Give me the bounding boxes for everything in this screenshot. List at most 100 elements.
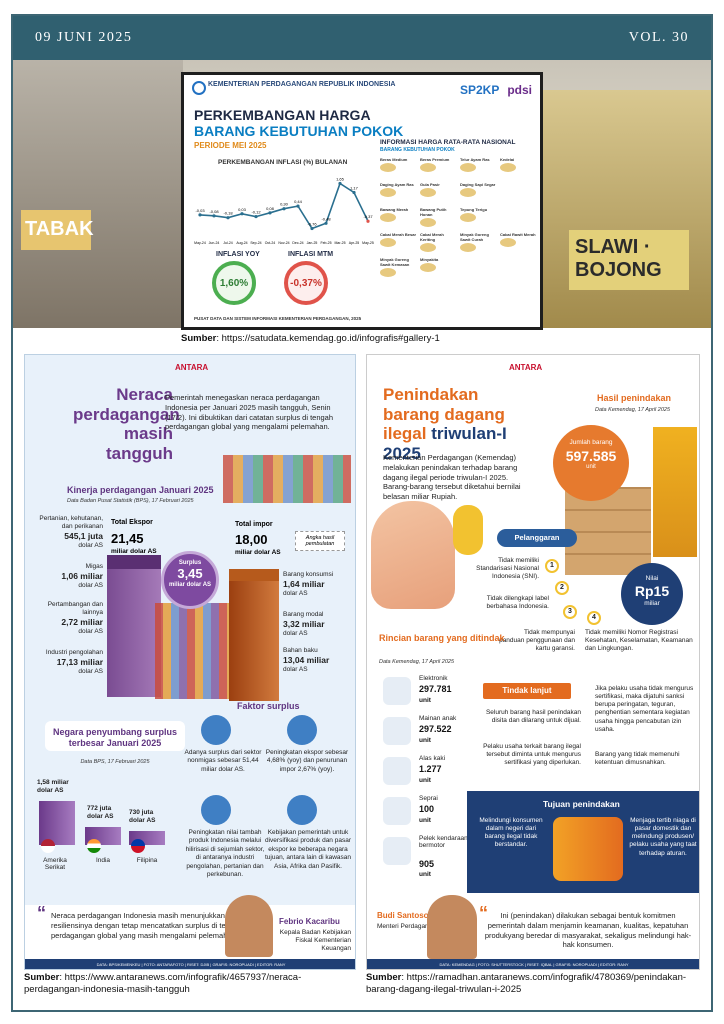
commodity-icon [420, 263, 436, 272]
india-flag-icon [87, 839, 101, 853]
negara-subtitle: Data BPS, 17 Februari 2025 [80, 759, 150, 765]
inflation-point-label: -0,12 [251, 210, 261, 215]
kemendag-logo-icon [192, 81, 206, 95]
inflation-point-label: 0,08 [266, 206, 275, 211]
inflation-point [226, 216, 230, 220]
source-1[interactable]: Sumber: https://satudata.kemendag.go.id/… [181, 333, 440, 344]
commodity-item [500, 182, 538, 204]
inflation-x-tick: Aug-24 [236, 241, 247, 245]
inflation-point-label: -0,08 [209, 209, 219, 214]
ekspor-item: Migas 1,06 miliar dolar AS [61, 563, 103, 590]
inflation-point [352, 190, 356, 195]
inflation-point [338, 181, 342, 186]
source-2[interactable]: Sumber: https://www.antaranews.com/infog… [24, 972, 302, 996]
commodity-item: Cabai Merah Besar [380, 232, 418, 254]
commodity-icon [460, 188, 476, 197]
tindak-lanjut-title: Tindak lanjut [483, 683, 571, 699]
quote-mark: “ [37, 903, 46, 923]
factor-icon [287, 795, 317, 825]
inflation-x-tick: Jun-24 [209, 241, 220, 245]
negara-value-us: 1,58 miliar dolar AS [37, 779, 69, 794]
wheel-rim-icon [383, 837, 411, 865]
person-photo [225, 895, 273, 957]
negara-title: Negara penyumbang surplus terbesar Janua… [52, 727, 178, 748]
commodity-item: Minyak Goreng Sawit Kemasan [380, 257, 418, 279]
rincian-subtitle: Data Kemendag, 17 April 2025 [379, 659, 455, 665]
inflation-point [324, 221, 328, 225]
inflation-point-label: -0,18 [223, 211, 233, 216]
header-bar: 09 JUNI 2025 VOL. 30 [13, 16, 711, 60]
surplus-circle: Surplus 3,45 miliar dolar AS [161, 551, 219, 609]
infographic1-title-line1: PERKEMBANGAN HARGA [194, 107, 371, 123]
impor-item: Barang konsumsi 1,64 miliar dolar AS [283, 571, 334, 598]
jumlah-circle: Jumlah barang 597.585 unit [553, 425, 629, 501]
rincian-item: Seprai 100 unit [379, 793, 479, 833]
inflation-line-chart: -0,03 May-24 -0,08 Jun-24 -0,18 Jul-24 0,03 Aug… [194, 177, 374, 245]
negara-value-filipina: 730 juta dolar AS [129, 809, 156, 824]
tindak-4: Barang yang tidak memenuhi ketentuan dim… [595, 751, 680, 767]
angka-note: Angka hasil pembulatan [295, 531, 345, 551]
laptop-icon [383, 677, 411, 705]
pelanggaran-title: Pelanggaran [497, 529, 577, 547]
person-role: Menteri Perdagangan [377, 923, 440, 930]
commodity-item: Tepung Terigu [460, 207, 498, 229]
commodity-icon [380, 213, 396, 222]
hasil-title: Hasil penindakan [597, 393, 672, 403]
commodity-item: Beras Medium [380, 157, 418, 179]
shop-sign: TABAK [21, 210, 94, 250]
infographic1-period: PERIODE MEI 2025 [194, 141, 267, 150]
us-flag-icon [41, 839, 55, 853]
ekspor-item: Pertanian, kehutanan, dan perikanan 545,1… [39, 515, 103, 550]
infographic-neraca-perdagangan[interactable]: ANTARA Neraca perdagangan masih tangguh … [24, 354, 356, 970]
infographic2-intro: Pemerintah menegaskan neraca perdagangan… [165, 393, 334, 432]
ekspor-label: Total Ekspor [111, 519, 153, 526]
infographic3-intro: Kementerian Perdagangan (Kemendag) melak… [383, 453, 521, 501]
infographic-penindakan-barang[interactable]: ANTARA Penindakan barang dagang ilegal t… [366, 354, 700, 970]
tujuan-right: Menjaga tertib niaga di pasar domestik d… [629, 817, 697, 857]
commodity-icon [420, 163, 436, 172]
ekspor-block [107, 569, 161, 697]
pelanggaran-number-4: 4 [587, 611, 601, 625]
pelanggaran-2: Tidak dilengkapi label berbahasa Indones… [486, 595, 549, 611]
source-3[interactable]: Sumber: https://ramadhan.antaranews.com/… [366, 972, 687, 996]
containers-stack [155, 603, 229, 699]
commodity-item: Gula Pasir [420, 182, 458, 204]
infographic-harga-kebutuhan-pokok[interactable]: KEMENTERIAN PERDAGANGAN REPUBLIK INDONES… [181, 72, 543, 330]
faktor-title: Faktor surplus [237, 701, 300, 711]
rincian-item: Alas kaki 1.277 unit [379, 753, 479, 793]
impor-item: Bahan baku 13,04 miliar dolar AS [283, 647, 330, 674]
infographic3-title: Penindakan barang dagang ilegal triwulan… [383, 385, 507, 463]
ministry-name: KEMENTERIAN PERDAGANGAN REPUBLIK INDONES… [208, 81, 396, 88]
antara-logo: ANTARA [175, 363, 209, 372]
commodity-item: Telur Ayam Ras [460, 157, 498, 179]
hand-illustration [371, 501, 455, 609]
commodity-item: Minyakita [420, 257, 458, 279]
inflation-chart-title: PERKEMBANGAN INFLASI (%) BULANAN [218, 159, 348, 166]
issue-date: 09 JUNI 2025 [35, 30, 133, 45]
commodity-item: Daging Sapi Segar [460, 182, 498, 204]
hasil-subtitle: Data Kemendag, 17 April 2025 [595, 407, 671, 413]
pelanggaran-number-1: 1 [545, 559, 559, 573]
impor-item: Barang modal 3,32 miliar dolar AS [283, 611, 325, 638]
pelanggaran-1: Tidak memiliki Standarisasi Nasional Ind… [476, 557, 539, 581]
commodity-item: Daging Ayam Ras [380, 182, 418, 204]
inflation-point-label: -0,48 [321, 216, 331, 221]
negara-box: Negara penyumbang surplus terbesar Janua… [45, 721, 185, 751]
commodity-icon [420, 218, 436, 227]
warning-icon [453, 505, 483, 555]
quote-text: Neraca perdagangan Indonesia masih menun… [51, 911, 243, 940]
inflation-x-tick: Sep-24 [250, 241, 261, 245]
impor-value: 18,00 [235, 532, 268, 547]
negara-value-india: 772 juta dolar AS [87, 805, 114, 820]
tindak-3: Jika pelaku usaha tidak mengurus sertifi… [595, 685, 694, 733]
infographic3-footer: DATA: KEMENDAG | FOTO: SHUTTERSTOCK | RI… [367, 959, 699, 969]
commodity-icon [460, 243, 476, 252]
commodity-icon [500, 163, 516, 172]
inflation-point [240, 212, 244, 216]
pdsi-logo: pdsi [507, 83, 532, 97]
person-role: Kepala Badan Kebijakan Fiskal Kementeria… [279, 929, 351, 952]
infographic1-footer: PUSAT DATA DAN SISTEM INFORMASI KEMENTER… [194, 316, 362, 321]
person-name: Budi Santoso [377, 911, 429, 920]
kinerja-title: Kinerja perdagangan Januari 2025 [67, 485, 214, 495]
